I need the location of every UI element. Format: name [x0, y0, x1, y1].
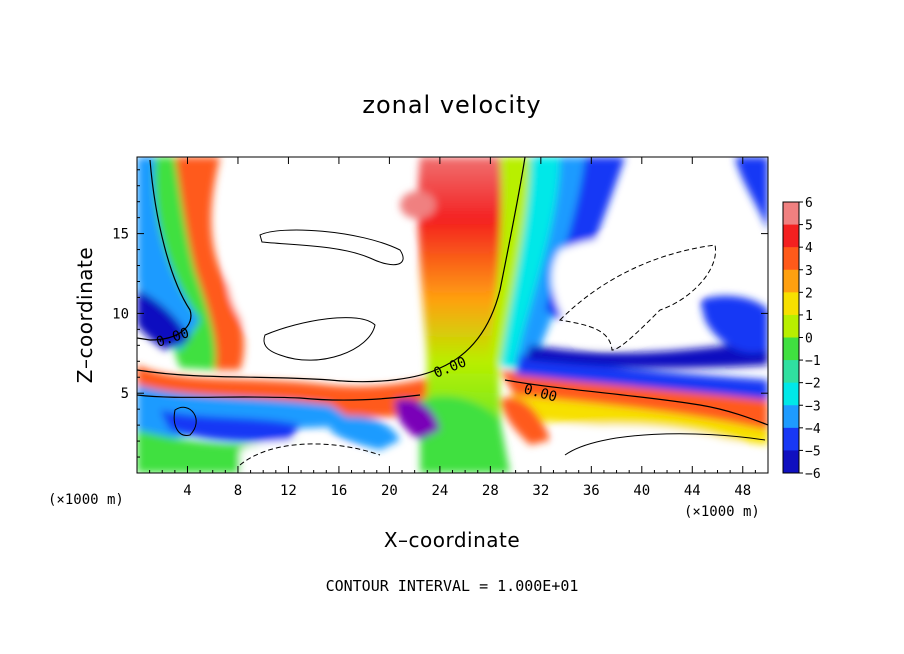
x-tick-label: 4: [183, 483, 191, 499]
colorbar-tick-label: 1: [805, 309, 813, 324]
x-tick-label: 20: [381, 483, 398, 499]
colorbar-tick-label: −3: [805, 399, 821, 414]
colorbar-tick-label: −1: [805, 354, 821, 369]
heatmap-field: 0.00 0.00 0.00: [137, 157, 768, 473]
colorbar-swatch: [783, 450, 799, 474]
x-tick-label: 44: [684, 483, 701, 499]
y-axis-unit: (×1000 m): [48, 492, 124, 508]
colorbar-tick-label: −2: [805, 377, 821, 392]
x-axis-title: X–coordinate: [384, 528, 520, 552]
x-tick-label: 24: [431, 483, 448, 499]
x-tick-label: 36: [583, 483, 600, 499]
y-tick-label: 10: [112, 306, 129, 322]
colorbar-swatch: [783, 224, 799, 248]
colorbar-tick-label: 0: [805, 332, 813, 347]
x-tick-label: 40: [633, 483, 650, 499]
x-tick-label: 16: [330, 483, 347, 499]
x-tick-label: 8: [234, 483, 242, 499]
contour-interval-note: CONTOUR INTERVAL = 1.000E+01: [326, 577, 579, 595]
colorbar-tick-label: 2: [805, 286, 813, 301]
colorbar-swatch: [783, 202, 799, 226]
chart-title: zonal velocity: [362, 91, 541, 119]
colorbar-swatch: [783, 292, 799, 316]
colorbar-tick-label: 5: [805, 219, 813, 234]
x-tick-label: 48: [734, 483, 751, 499]
x-tick-label: 12: [280, 483, 297, 499]
colorbar-swatch: [783, 427, 799, 451]
y-axis-title: Z–coordinate: [73, 247, 97, 383]
colorbar-tick-label: −6: [805, 467, 821, 482]
colorbar-swatch: [783, 269, 799, 293]
colorbar-tick-label: −4: [805, 422, 821, 437]
x-axis-unit: (×1000 m): [684, 504, 760, 520]
colorbar: 6 5 4 3 2 1 0 −1 −2 −3 −4 −5 −6: [782, 196, 821, 482]
y-tick-label: 15: [112, 227, 129, 243]
x-tick-label: 32: [532, 483, 549, 499]
y-axis: 5 10 15: [112, 169, 768, 458]
x-tick-label: 28: [482, 483, 499, 499]
colorbar-swatch: [783, 382, 799, 406]
y-tick-label: 5: [121, 386, 129, 402]
colorbar-swatch: [783, 247, 799, 271]
colorbar-swatch: [783, 405, 799, 429]
colorbar-swatch: [783, 360, 799, 384]
colorbar-tick-label: 4: [805, 241, 813, 256]
colorbar-swatch: [783, 337, 799, 361]
x-axis: 4 8 12 16 20 24 28 32 36 40 44 48: [149, 157, 756, 499]
colorbar-tick-label: 3: [805, 264, 813, 279]
colorbar-tick-label: 6: [805, 196, 813, 211]
colorbar-swatch: [783, 314, 799, 338]
colorbar-tick-label: −5: [805, 444, 821, 459]
